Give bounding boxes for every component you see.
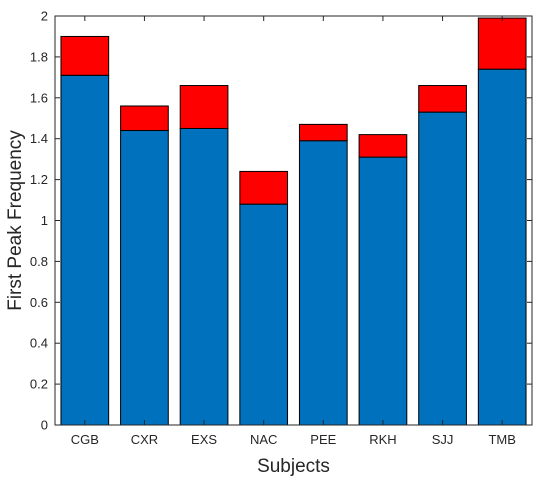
- y-tick-label: 0.6: [30, 295, 48, 310]
- x-tick-label-sjj: SJJ: [432, 432, 454, 447]
- bars-layer: [60, 17, 527, 426]
- bar-rkh-segment-2: [358, 134, 408, 158]
- x-tick-label-nac: NAC: [250, 432, 277, 447]
- x-axis-ticks: CGB CXR EXS NAC PEE RKH SJJ TMB: [71, 16, 516, 447]
- y-tick-label: 0: [41, 418, 48, 433]
- y-axis-ticks: 0 0.2 0.4 0.6 0.8 1 1.2 1.4 1.6 1.8 2: [30, 9, 532, 433]
- bar-tmb-segment-2: [477, 17, 527, 70]
- bar-cxr-segment-1: [120, 130, 169, 426]
- y-tick-label: 1.8: [30, 49, 48, 64]
- bar-sjj-segment-1: [418, 111, 467, 426]
- x-tick-label-exs: EXS: [191, 432, 217, 447]
- y-tick-label: 1: [41, 213, 48, 228]
- x-tick-label-cxr: CXR: [131, 432, 158, 447]
- x-tick-label-rkh: RKH: [369, 432, 396, 447]
- y-tick-label: 1.4: [30, 131, 48, 146]
- y-tick-label: 0.4: [30, 336, 48, 351]
- bar-exs-segment-2: [179, 85, 229, 129]
- bar-pee-segment-2: [298, 123, 348, 142]
- bar-rkh-segment-1: [358, 156, 408, 426]
- bar-cgb-segment-1: [60, 74, 110, 426]
- x-axis-label: Subjects: [257, 456, 330, 477]
- bar-pee-segment-1: [298, 140, 348, 426]
- y-axis-label: First Peak Frequency: [5, 130, 26, 311]
- y-tick-label: 0.8: [30, 254, 48, 269]
- bar-nac-segment-1: [239, 203, 289, 426]
- bar-nac-segment-2: [239, 170, 289, 205]
- y-tick-label: 1.2: [30, 172, 48, 187]
- bar-exs-segment-1: [179, 127, 229, 426]
- y-tick-label: 2: [41, 9, 48, 24]
- x-tick-label-tmb: TMB: [488, 432, 515, 447]
- y-tick-label: 0.2: [30, 377, 48, 392]
- bar-tmb-segment-1: [477, 68, 527, 426]
- y-tick-label: 1.6: [30, 90, 48, 105]
- bar-cxr-segment-2: [120, 105, 169, 132]
- bar-sjj-segment-2: [418, 85, 467, 113]
- x-tick-label-cgb: CGB: [71, 432, 99, 447]
- x-tick-label-pee: PEE: [310, 432, 336, 447]
- bar-cgb-segment-2: [60, 35, 110, 76]
